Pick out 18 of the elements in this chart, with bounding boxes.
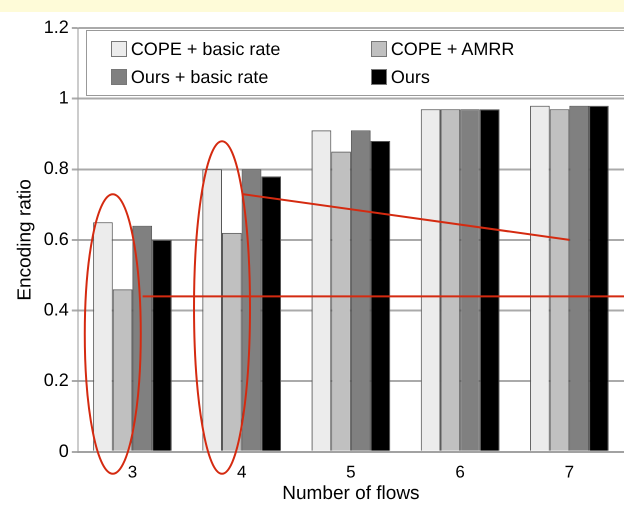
y-tick-label: 1.2 (44, 16, 69, 37)
y-tick-label: 0.4 (44, 300, 69, 320)
y-tick-label: 0.2 (44, 370, 69, 390)
y-tick-label: 0 (58, 440, 69, 461)
x-axis-title: Number of flows (282, 482, 420, 504)
y-tick-label: 1 (58, 88, 69, 108)
x-tick-label: 4 (236, 462, 246, 482)
y-tick-label: 0.8 (44, 158, 69, 178)
legend-label: Ours + basic rate (130, 66, 268, 89)
legend-label: COPE + basic rate (130, 38, 280, 61)
x-tick-label: 5 (346, 462, 356, 482)
legend-label: Ours (390, 66, 430, 89)
legend-label: COPE + AMRR (390, 38, 514, 61)
y-axis-title: Encoding ratio (14, 179, 36, 301)
x-tick-label: 6 (455, 462, 465, 482)
x-tick-label: 3 (128, 462, 138, 482)
y-tick-label: 0.6 (44, 228, 69, 249)
x-tick-label: 7 (564, 462, 574, 482)
